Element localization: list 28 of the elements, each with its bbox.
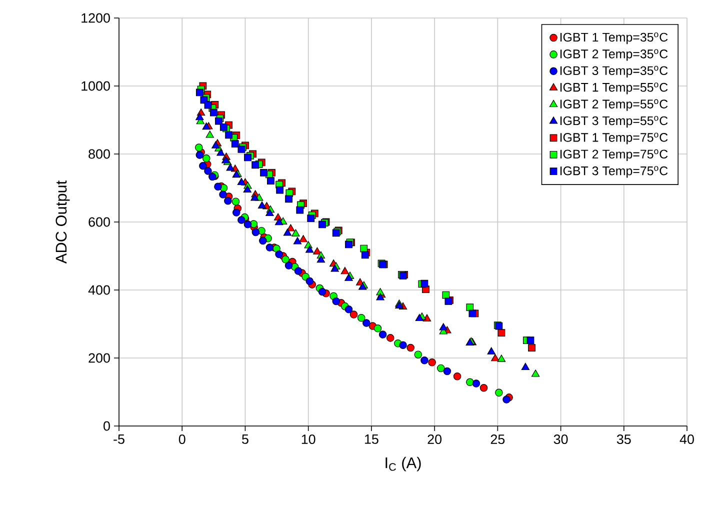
x-tick-label: 20 bbox=[428, 434, 442, 444]
y-tick-label: 800 bbox=[88, 149, 110, 159]
x-tick-label: 25 bbox=[490, 434, 505, 444]
y-axis-title: ADC Output bbox=[56, 180, 70, 264]
x-axis-title: I$_{C}$ (A) bbox=[386, 456, 421, 472]
x-tick-label: -5 bbox=[114, 434, 124, 444]
x-tick-label: 5 bbox=[242, 434, 248, 444]
legend-label: IGBT 3 Temp=55$^{o}$C bbox=[560, 116, 668, 128]
x-tick-label: 15 bbox=[365, 434, 378, 444]
legend-label: IGBT 2 Temp=55$^{o}$C bbox=[560, 99, 668, 111]
legend-label: IGBT 1 Temp=75$^{o}$C bbox=[560, 132, 668, 144]
legend-label: IGBT 2 Temp=35$^{o}$C bbox=[560, 49, 668, 61]
legend-label: IGBT 1 Temp=35$^{o}$C bbox=[560, 32, 668, 44]
y-tick-label: 600 bbox=[88, 217, 110, 227]
x-tick-label: 40 bbox=[680, 434, 694, 444]
legend-label: IGBT 3 Temp=75$^{o}$C bbox=[560, 166, 668, 178]
y-tick-label: 1200 bbox=[82, 13, 110, 23]
y-tick-label: 0 bbox=[104, 421, 110, 431]
x-tick-label: 10 bbox=[302, 434, 316, 444]
y-tick-label: 1000 bbox=[82, 81, 110, 91]
legend-label: IGBT 1 Temp=55$^{o}$C bbox=[560, 82, 668, 94]
x-tick-label: 35 bbox=[616, 434, 631, 444]
x-tick-label: 0 bbox=[178, 434, 186, 444]
y-tick-label: 400 bbox=[88, 285, 110, 295]
legend-label: IGBT 3 Temp=35$^{o}$C bbox=[560, 66, 668, 78]
legend-label: IGBT 2 Temp=75$^{o}$C bbox=[560, 149, 668, 161]
y-tick-label: 200 bbox=[88, 353, 110, 363]
x-tick-label: 30 bbox=[554, 434, 568, 444]
